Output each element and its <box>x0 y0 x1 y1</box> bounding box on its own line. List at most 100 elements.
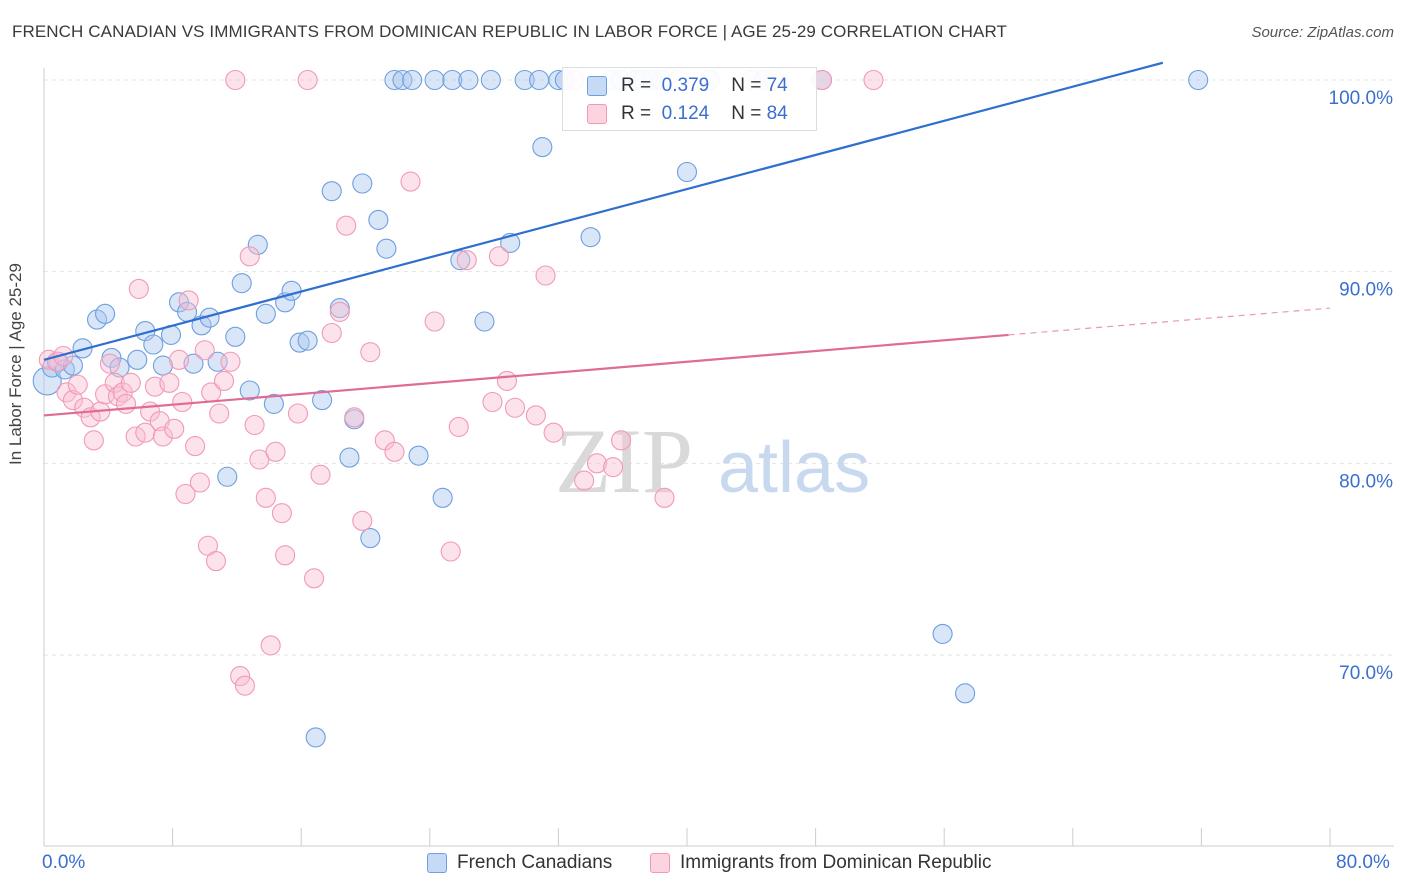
trend-line-pink <box>43 333 1009 417</box>
point-blue-21 <box>217 466 238 487</box>
y-axis-label: In Labor Force | Age 25-29 <box>6 263 25 465</box>
point-pink-51 <box>297 69 318 91</box>
point-blue-0 <box>32 366 62 396</box>
point-blue-72 <box>955 683 976 704</box>
point-pink-67 <box>482 391 503 413</box>
point-pink-32 <box>194 340 215 361</box>
point-pink-70 <box>504 397 526 418</box>
point-pink-37 <box>213 370 235 391</box>
point-pink-23 <box>152 426 174 447</box>
point-pink-45 <box>255 487 276 508</box>
point-pink-76 <box>603 457 624 478</box>
point-pink-31 <box>189 472 210 493</box>
stats-swatch-pink <box>587 104 607 124</box>
point-blue-10 <box>127 349 148 370</box>
point-blue-29 <box>281 280 302 301</box>
point-pink-78 <box>654 487 675 508</box>
point-pink-49 <box>275 545 296 566</box>
legend-item-french-canadians[interactable]: French Canadians <box>427 852 612 874</box>
watermark: ZIP atlas <box>555 410 870 512</box>
point-pink-64 <box>440 541 461 562</box>
point-blue-46 <box>424 69 445 91</box>
point-pink-18 <box>128 278 149 299</box>
legend-swatch-pink <box>650 853 670 873</box>
point-blue-59 <box>580 227 601 248</box>
point-blue-40 <box>368 209 389 230</box>
point-blue-32 <box>305 727 326 748</box>
point-blue-7 <box>95 303 116 324</box>
point-blue-26 <box>255 303 276 324</box>
trend-line-blue <box>43 61 1164 361</box>
grid-lines <box>44 79 1394 656</box>
point-blue-47 <box>432 487 453 508</box>
watermark-zip: ZIP <box>555 410 693 512</box>
y-tick-label-1: 90.0% <box>1339 280 1393 301</box>
stats-r-label: R = <box>621 75 652 96</box>
point-pink-55 <box>329 301 350 322</box>
point-pink-63 <box>424 311 445 332</box>
series-french-canadians <box>32 69 1209 748</box>
stats-n-label: N = <box>731 103 762 124</box>
legend: French Canadians Immigrants from Dominic… <box>0 852 1406 878</box>
y-tick-label-3: 70.0% <box>1339 663 1393 684</box>
point-blue-22 <box>225 326 246 347</box>
point-pink-2 <box>53 345 74 367</box>
point-pink-38 <box>220 351 241 372</box>
legend-swatch-blue <box>427 853 447 873</box>
point-blue-44 <box>402 69 423 91</box>
point-pink-52 <box>304 568 325 589</box>
stats-swatch-blue <box>587 76 607 96</box>
point-blue-41 <box>376 238 397 259</box>
point-blue-33 <box>312 390 333 411</box>
point-pink-40 <box>230 666 251 687</box>
point-pink-27 <box>172 391 193 413</box>
point-pink-25 <box>164 418 185 439</box>
x-tick-label-max: 80.0% <box>1336 852 1390 873</box>
point-pink-26 <box>168 349 190 370</box>
point-blue-5 <box>72 338 93 359</box>
trend-extension-pink <box>1008 307 1331 336</box>
point-pink-77 <box>611 430 632 451</box>
point-pink-65 <box>448 416 469 437</box>
point-blue-48 <box>442 69 463 91</box>
point-pink-39 <box>225 69 246 91</box>
point-blue-24 <box>239 380 260 401</box>
point-blue-36 <box>339 447 360 468</box>
legend-item-dominican-republic[interactable]: Immigrants from Dominican Republic <box>650 852 992 874</box>
point-pink-54 <box>321 322 342 344</box>
stats-r-value: 0.379 <box>661 75 710 96</box>
point-pink-44 <box>249 449 270 470</box>
point-pink-36 <box>209 403 230 424</box>
point-blue-49 <box>450 250 471 271</box>
point-pink-24 <box>159 372 180 393</box>
point-pink-82 <box>863 69 884 91</box>
point-pink-42 <box>239 246 260 267</box>
point-pink-56 <box>336 215 357 236</box>
point-blue-34 <box>321 181 342 202</box>
point-pink-30 <box>185 436 206 457</box>
point-blue-25 <box>247 234 268 255</box>
point-pink-41 <box>234 675 255 696</box>
point-blue-30 <box>289 332 310 353</box>
point-blue-45 <box>408 445 429 466</box>
point-pink-48 <box>271 503 292 524</box>
point-blue-12 <box>143 334 164 355</box>
point-blue-50 <box>458 69 479 91</box>
point-pink-5 <box>67 374 88 395</box>
stats-r-label: R = <box>621 103 652 124</box>
stats-r-value: 0.124 <box>661 103 710 124</box>
point-blue-27 <box>263 393 284 414</box>
source-label: Source: ZipAtlas.com <box>1251 24 1394 41</box>
point-blue-31 <box>297 330 318 351</box>
point-pink-11 <box>99 353 120 374</box>
point-pink-75 <box>586 453 608 474</box>
point-pink-71 <box>525 405 546 426</box>
x-tick-label-min: 0.0% <box>42 852 86 873</box>
point-pink-58 <box>352 510 373 531</box>
series-dominican-republic <box>38 69 884 696</box>
point-blue-71 <box>932 623 953 644</box>
point-blue-18 <box>191 315 212 336</box>
point-pink-72 <box>543 422 564 443</box>
point-blue-55 <box>529 69 550 91</box>
point-pink-61 <box>384 441 405 462</box>
